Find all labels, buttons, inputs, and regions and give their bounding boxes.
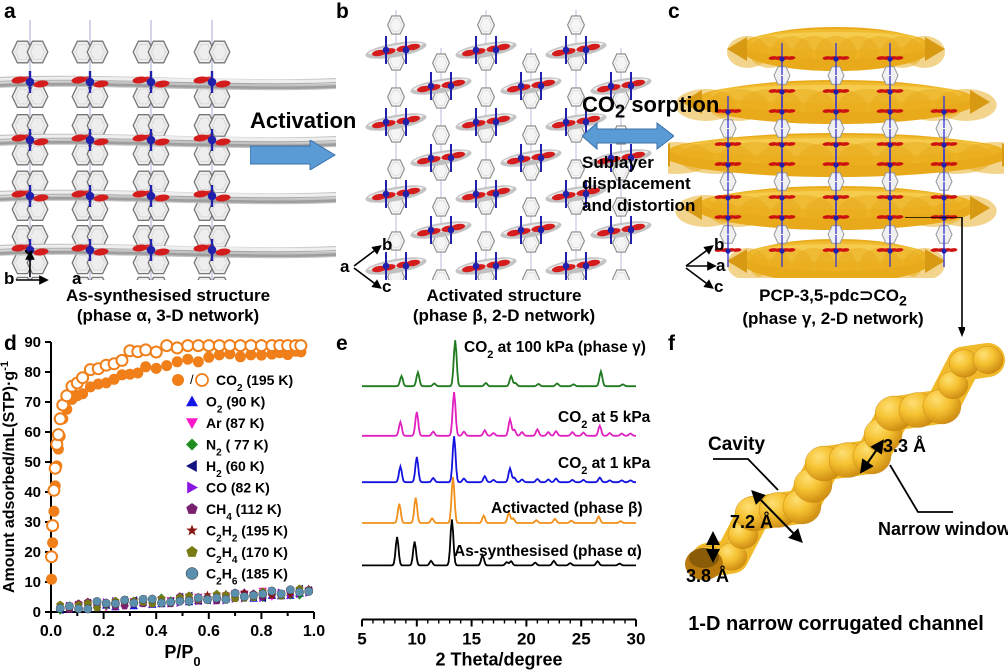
svg-text:CO2 at 1 kPa: CO2 at 1 kPa [558, 455, 651, 477]
svg-text:0.2: 0.2 [92, 623, 114, 640]
svg-text:c: c [714, 277, 723, 294]
svg-text:90: 90 [24, 334, 41, 351]
svg-text:C2H6 (185 K): C2H6 (185 K) [206, 566, 288, 588]
svg-text:70: 70 [24, 394, 41, 411]
svg-text:20: 20 [24, 544, 41, 561]
svg-text:1-D narrow corrugated channel: 1-D narrow corrugated channel [688, 613, 984, 635]
svg-text:5: 5 [357, 630, 366, 649]
svg-text:3.8 Å: 3.8 Å [686, 566, 729, 586]
svg-text:As-synthesised (phase α): As-synthesised (phase α) [454, 543, 642, 560]
svg-text:Cavity: Cavity [708, 434, 765, 455]
svg-text:3.3 Å: 3.3 Å [883, 436, 926, 456]
svg-text:Amount adsorbed/mL(STP)·g-1: Amount adsorbed/mL(STP)·g-1 [0, 361, 18, 593]
svg-text:CO2 at 5 kPa: CO2 at 5 kPa [558, 409, 651, 431]
svg-text:CH4 (112 K): CH4 (112 K) [206, 501, 282, 523]
svg-text:Ar (87 K): Ar (87 K) [206, 415, 264, 431]
svg-text:0.4: 0.4 [145, 623, 167, 640]
svg-text:50: 50 [24, 454, 41, 471]
svg-text:H2 (60 K): H2 (60 K) [206, 458, 264, 480]
svg-text:N2 ( 77 K): N2 ( 77 K) [206, 437, 268, 459]
svg-text:CO2 (195 K): CO2 (195 K) [216, 372, 293, 394]
svg-text:10: 10 [24, 574, 41, 591]
svg-text:Activacted (phase β): Activacted (phase β) [491, 500, 643, 517]
svg-text:a: a [716, 256, 726, 275]
svg-text:P/P0: P/P0 [164, 642, 200, 669]
svg-text:CO (82 K): CO (82 K) [206, 480, 270, 496]
svg-text:c: c [382, 277, 391, 294]
svg-text:0: 0 [33, 604, 41, 621]
svg-text:1.0: 1.0 [303, 623, 325, 640]
svg-text:C2H4 (170 K): C2H4 (170 K) [206, 544, 288, 566]
svg-text:0.6: 0.6 [198, 623, 220, 640]
svg-text:10: 10 [407, 630, 426, 649]
svg-text:0.0: 0.0 [40, 623, 62, 640]
svg-text:15: 15 [462, 630, 481, 649]
svg-text:0.8: 0.8 [250, 623, 272, 640]
svg-text:60: 60 [24, 424, 41, 441]
svg-text:2 Theta/degree: 2 Theta/degree [435, 650, 562, 670]
svg-text:b: b [714, 238, 724, 254]
svg-text:Narrow window: Narrow window [878, 519, 1008, 539]
svg-text:C2H2 (195 K): C2H2 (195 K) [206, 523, 288, 545]
svg-text:O2 (90 K): O2 (90 K) [206, 394, 265, 416]
svg-text:7.2 Å: 7.2 Å [730, 512, 773, 532]
svg-text:b: b [382, 238, 392, 254]
svg-text:30: 30 [24, 514, 41, 531]
svg-text:c: c [24, 250, 33, 258]
svg-text:30: 30 [627, 630, 646, 649]
svg-text:25: 25 [572, 630, 591, 649]
svg-text:80: 80 [24, 364, 41, 381]
svg-text:a: a [72, 269, 82, 288]
svg-text:/: / [190, 372, 194, 387]
svg-text:20: 20 [517, 630, 536, 649]
svg-text:40: 40 [24, 484, 41, 501]
svg-text:a: a [340, 257, 350, 276]
svg-text:CO2 at 100 kPa (phase γ): CO2 at 100 kPa (phase γ) [464, 339, 646, 361]
svg-text:b: b [4, 269, 14, 288]
